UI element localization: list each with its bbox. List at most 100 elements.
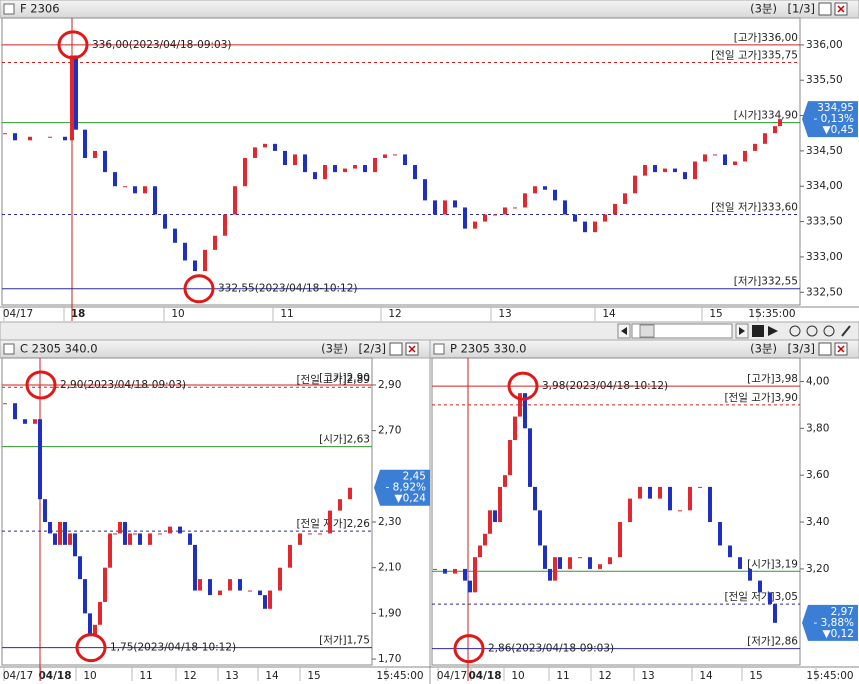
candle xyxy=(713,154,717,156)
maximize-button[interactable] xyxy=(818,2,832,16)
candle xyxy=(653,165,657,173)
interval: (3분) xyxy=(321,342,348,356)
candle xyxy=(298,533,302,545)
page-index: [3/3] xyxy=(788,342,815,356)
annotation-label: 336,00(2023/04/18-09:03) xyxy=(92,39,232,51)
annotation-label: 332,55(2023/04/18-10:12) xyxy=(218,283,358,295)
candle xyxy=(628,498,632,523)
candle xyxy=(533,186,537,194)
y-tick-label: 1,70 xyxy=(378,653,401,665)
candle xyxy=(573,214,577,222)
candle xyxy=(218,590,222,596)
candle xyxy=(248,590,252,592)
candle xyxy=(153,186,157,215)
candle xyxy=(193,260,197,272)
maximize-button[interactable] xyxy=(818,342,832,356)
y-tick-label: 3,40 xyxy=(806,516,829,528)
candle xyxy=(483,533,487,546)
x-tick-label: 14 xyxy=(602,308,616,320)
x-tick-label: 15:45:00 xyxy=(376,670,423,682)
chart-title: F 2306 xyxy=(20,2,60,16)
candle xyxy=(523,193,527,208)
candle xyxy=(178,526,182,534)
candle xyxy=(568,557,572,569)
candle xyxy=(688,486,692,511)
ref-line-label: [저가]1,75 xyxy=(319,635,370,647)
candle xyxy=(313,172,317,180)
candle xyxy=(493,510,497,523)
candle xyxy=(128,533,132,545)
interval: (3분) xyxy=(750,2,777,16)
quote-box xyxy=(374,469,430,506)
ref-line-label: [전일 저가]2,26 xyxy=(296,517,370,530)
page-index: [1/3] xyxy=(788,2,815,16)
scroll-track[interactable] xyxy=(631,323,733,339)
candle xyxy=(618,522,622,558)
settings[interactable] xyxy=(841,325,851,337)
quote-price: 334,95 xyxy=(817,102,854,114)
candle xyxy=(343,168,347,173)
candle xyxy=(263,143,267,148)
candle xyxy=(578,557,582,559)
x-tick-label: 10 xyxy=(171,308,184,320)
stop-button[interactable] xyxy=(752,325,764,337)
candle xyxy=(103,150,107,173)
ref-line-label: [전일 고가]2,89 xyxy=(296,373,370,386)
checkbox[interactable] xyxy=(3,3,15,15)
candle xyxy=(493,214,497,216)
candle xyxy=(778,119,782,127)
ref-line-label: [전일 고가]3,90 xyxy=(724,391,798,404)
candle xyxy=(38,419,42,500)
candle xyxy=(243,157,247,187)
candle xyxy=(318,533,322,535)
candle xyxy=(513,416,517,441)
candle xyxy=(118,522,122,534)
candle xyxy=(173,228,177,243)
candle xyxy=(323,165,327,180)
candle xyxy=(738,557,742,569)
candle xyxy=(733,161,737,166)
candle xyxy=(603,214,607,222)
zoom-reset[interactable] xyxy=(823,325,835,337)
x-tick-label: 04/17 xyxy=(437,670,467,682)
close-icon xyxy=(837,345,845,353)
candle xyxy=(113,533,117,535)
y-tick-label: 2,30 xyxy=(378,516,401,528)
scroll-thumb[interactable] xyxy=(639,324,655,338)
candle xyxy=(123,186,127,188)
candle xyxy=(338,499,342,511)
candle xyxy=(693,161,697,180)
zoom-in[interactable] xyxy=(789,325,801,337)
checkbox[interactable] xyxy=(3,343,15,355)
candle xyxy=(303,154,307,173)
annotation-label: 2,86(2023/04/18-09:03) xyxy=(488,643,614,655)
annotation-label: 2,90(2023/04/18-09:03) xyxy=(60,379,186,391)
x-tick-label: 15 xyxy=(749,670,762,682)
zoom-out[interactable] xyxy=(806,325,818,337)
candle xyxy=(503,207,507,215)
x-tick-label: 12 xyxy=(598,670,611,682)
candle xyxy=(643,165,647,176)
candle xyxy=(13,133,17,141)
checkbox[interactable] xyxy=(433,343,445,355)
candle xyxy=(698,486,702,488)
candle xyxy=(348,487,352,500)
candle xyxy=(258,590,262,596)
candle xyxy=(73,533,77,557)
candle xyxy=(353,165,357,169)
x-tick-label: 04/17 xyxy=(3,670,33,682)
candle xyxy=(708,486,712,523)
y-tick-label: 2,10 xyxy=(378,562,401,574)
quote-change: ▼0,24 xyxy=(395,493,427,505)
play-button[interactable] xyxy=(768,326,778,336)
maximize-button[interactable] xyxy=(389,342,403,356)
candle xyxy=(23,419,27,424)
candle xyxy=(463,568,467,581)
candle xyxy=(443,200,447,215)
candle xyxy=(443,568,447,574)
x-tick-label: 11 xyxy=(139,670,152,682)
y-tick-label: 3,80 xyxy=(806,422,829,434)
interval: (3분) xyxy=(750,342,777,356)
candle xyxy=(188,533,192,545)
candle xyxy=(538,510,542,546)
